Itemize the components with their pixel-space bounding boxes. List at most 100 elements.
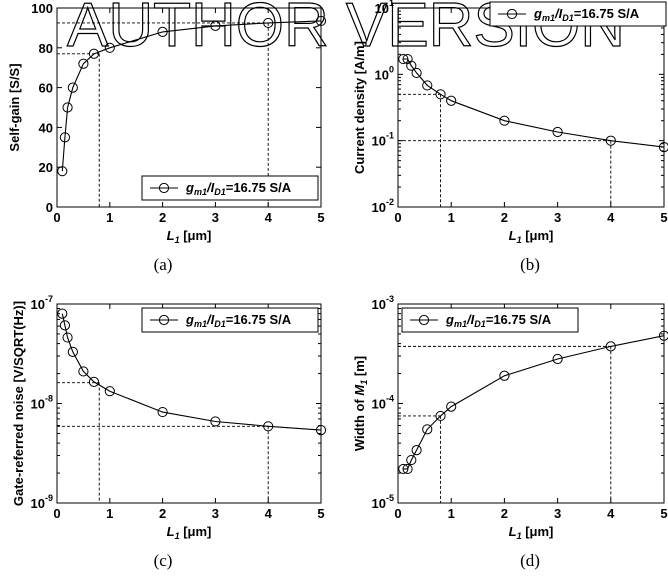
data-point	[499, 370, 510, 381]
x-tick-label: 4	[265, 210, 273, 225]
data-point	[435, 410, 446, 422]
data-point	[59, 132, 71, 143]
x-axis-label: L1 [μm]	[167, 524, 212, 541]
y-tick-label: 80	[39, 41, 53, 56]
panel-caption: (a)	[154, 255, 173, 274]
data-point	[411, 445, 422, 456]
x-tick-label: 3	[212, 506, 219, 521]
x-tick-label: 2	[501, 506, 508, 521]
data-point	[552, 353, 563, 365]
data-point	[658, 330, 668, 341]
panel-caption: (d)	[520, 551, 540, 570]
legend-marker	[158, 314, 170, 326]
x-axis-label: L1 [μm]	[509, 228, 554, 245]
plot-frame	[397, 303, 665, 504]
data-point	[210, 416, 221, 427]
y-tick-label: 10-3	[372, 294, 394, 312]
legend-marker	[418, 314, 430, 326]
x-tick-label: 4	[607, 210, 615, 225]
series-line	[403, 58, 665, 148]
data-point	[398, 463, 409, 475]
y-tick-label: 100	[31, 1, 53, 16]
x-tick-label: 5	[660, 506, 667, 521]
y-tick-label: 40	[39, 120, 53, 135]
series-line	[61, 313, 322, 431]
data-point	[104, 386, 115, 397]
y-tick-label: 0	[46, 200, 53, 215]
data-point	[499, 115, 510, 126]
y-tick-label: 101	[375, 0, 394, 16]
data-point	[406, 454, 417, 466]
data-point	[552, 126, 563, 138]
x-tick-label: 3	[554, 210, 561, 225]
data-point	[658, 141, 668, 153]
x-tick-label: 3	[212, 210, 219, 225]
data-point	[402, 53, 413, 65]
series-line	[61, 20, 322, 172]
y-tick-label: 10-2	[372, 197, 394, 215]
data-point	[263, 421, 274, 432]
data-point	[67, 346, 78, 358]
x-tick-label: 0	[394, 506, 401, 521]
y-tick-label: 100	[375, 64, 394, 82]
x-tick-label: 4	[607, 506, 615, 521]
data-point	[157, 26, 168, 37]
data-point	[422, 424, 433, 435]
data-point	[78, 58, 89, 69]
data-point	[104, 42, 115, 53]
data-point	[157, 406, 168, 418]
x-tick-label: 2	[501, 210, 508, 225]
legend-marker	[158, 182, 170, 194]
y-axis-label: Gate-referred noise [V/SQRT(Hz)]	[11, 301, 26, 506]
data-point	[435, 89, 446, 100]
data-point	[88, 376, 100, 387]
x-tick-label: 1	[448, 210, 455, 225]
chart-panel-a: 0 1 2 3 4 5 0 20 40 60 80 100 L1 [μm] Self-gain [S/S]…	[7, 1, 327, 274]
x-tick-label: 3	[554, 506, 561, 521]
data-point	[59, 320, 71, 331]
x-axis-label: L1 [μm]	[167, 228, 212, 245]
data-point	[406, 60, 417, 71]
data-point	[402, 463, 413, 475]
y-axis-label: Current density [A/m]	[352, 41, 367, 174]
data-point	[398, 53, 409, 65]
panel-caption: (b)	[520, 255, 540, 274]
x-tick-label: 5	[660, 210, 667, 225]
data-point	[422, 80, 433, 91]
x-tick-label: 5	[317, 210, 324, 225]
chart-panel-c: 0 1 2 3 4 5 10-9 10-8 10-7 L1 [μm] Gate-referred n…	[11, 294, 327, 570]
legend-marker	[506, 8, 518, 20]
y-tick-label: 10-9	[31, 493, 53, 511]
data-point	[62, 332, 73, 343]
y-tick-label: 10-1	[372, 131, 394, 149]
x-tick-label: 0	[53, 210, 60, 225]
x-tick-label: 5	[317, 506, 324, 521]
y-tick-label: 20	[39, 160, 53, 175]
plot-frame	[56, 7, 322, 208]
data-point	[210, 20, 221, 32]
legend-label: gm1/ID1=16.75 S/A	[533, 6, 640, 23]
chart-panel-b: 0 1 2 3 4 5 10-2 10-1 100 101 L1 [μm] Current densi…	[352, 0, 668, 274]
y-tick-label: 10-4	[372, 394, 394, 412]
y-tick-label: 10-8	[31, 394, 53, 412]
x-tick-label: 2	[159, 210, 166, 225]
x-tick-label: 1	[106, 210, 113, 225]
x-tick-label: 2	[159, 506, 166, 521]
y-tick-label: 60	[39, 81, 53, 96]
data-point	[605, 341, 616, 352]
data-point	[605, 135, 616, 146]
plot-frame	[56, 303, 322, 504]
data-point	[446, 95, 457, 106]
y-axis-label: Self-gain [S/S]	[7, 63, 22, 151]
y-axis-label: Width of M1 [m]	[352, 356, 369, 451]
x-tick-label: 1	[448, 506, 455, 521]
y-tick-label: 10-7	[31, 294, 53, 312]
data-point	[88, 48, 100, 59]
legend-label: gm1/ID1=16.75 S/A	[185, 312, 292, 329]
data-point	[446, 401, 457, 412]
x-tick-label: 0	[53, 506, 60, 521]
data-point	[315, 425, 327, 436]
series-line	[403, 335, 665, 470]
